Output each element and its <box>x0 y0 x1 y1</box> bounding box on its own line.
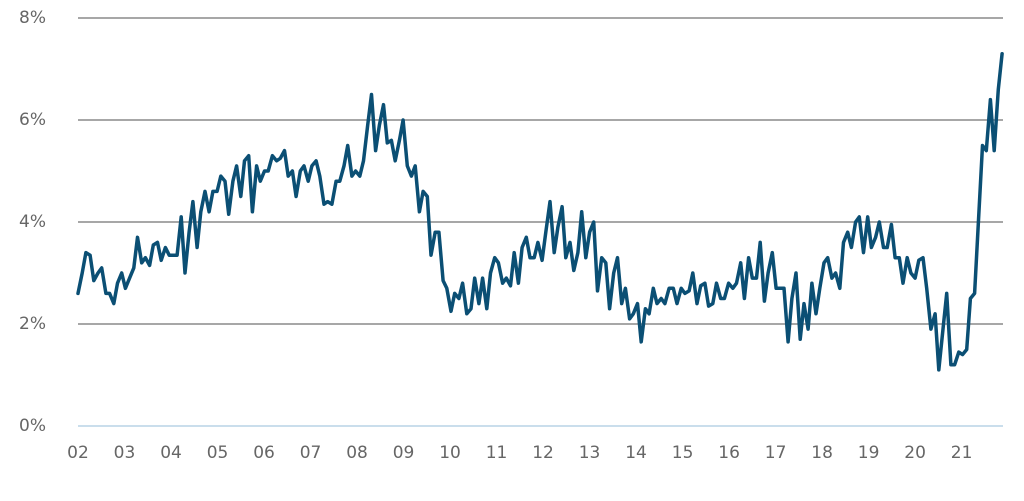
line <box>76 51 1004 372</box>
x-tick-label: 17 <box>765 443 787 463</box>
x-tick-label: 12 <box>532 443 554 463</box>
y-tick-label: 4% <box>19 212 46 232</box>
x-tick-label: 13 <box>579 443 601 463</box>
x-tick-label: 07 <box>300 443 322 463</box>
y-tick-label: 6% <box>19 110 46 130</box>
x-tick-label: 19 <box>858 443 880 463</box>
x-tick-label: 10 <box>439 443 461 463</box>
x-tick-label: 11 <box>486 443 508 463</box>
x-tick-label: 02 <box>67 443 89 463</box>
x-tick-label: 18 <box>811 443 833 463</box>
x-tick-label: 04 <box>160 443 182 463</box>
y-tick-label: 0% <box>19 416 46 436</box>
x-tick-label: 06 <box>253 443 275 463</box>
x-tick-label: 08 <box>346 443 368 463</box>
x-tick-label: 03 <box>114 443 136 463</box>
x-tick-label: 16 <box>718 443 740 463</box>
x-tick-label: 05 <box>207 443 229 463</box>
x-tick-label: 14 <box>625 443 647 463</box>
y-tick-label: 8% <box>19 8 46 28</box>
x-tick-label: 20 <box>904 443 926 463</box>
y-tick-label: 2% <box>19 314 46 334</box>
x-tick-label: 15 <box>672 443 694 463</box>
x-tick-label: 21 <box>951 443 973 463</box>
x-tick-label: 09 <box>393 443 415 463</box>
